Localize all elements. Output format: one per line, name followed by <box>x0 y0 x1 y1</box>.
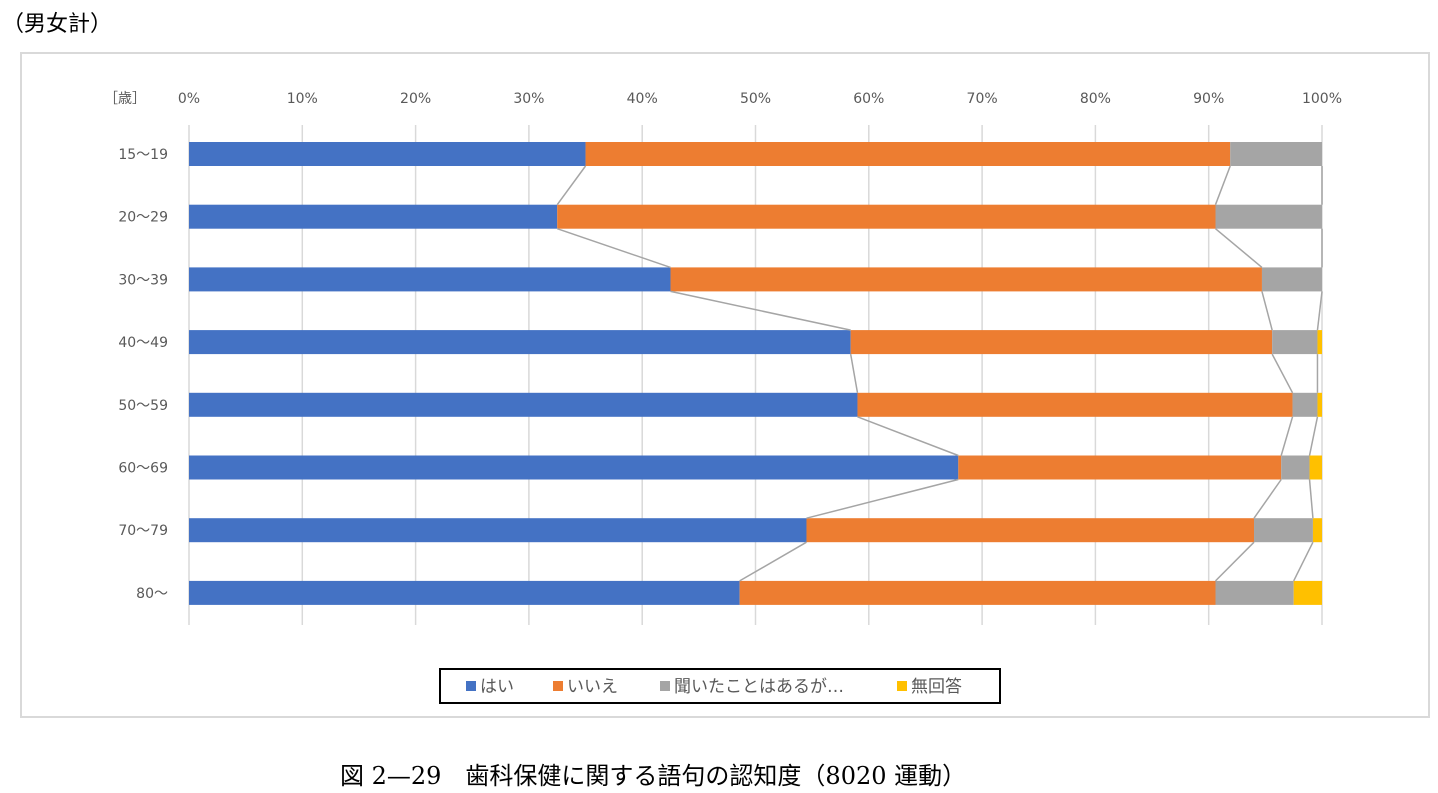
series-line <box>849 353 859 393</box>
x-tick-label: 60% <box>853 91 884 107</box>
bar-segment-1 <box>189 518 807 543</box>
category-label: 80〜 <box>136 586 168 602</box>
bar-segment-2 <box>958 455 1282 480</box>
chart-panel: 0% 10% 20% 30% 40% 50% 60% 70% 80% 90% 100% ［歳］ 15〜1… <box>20 52 1430 718</box>
bar-segment-2 <box>850 330 1273 355</box>
bar-segment-2 <box>670 267 1262 292</box>
legend-swatch <box>660 681 670 691</box>
category-label: 20〜29 <box>118 210 168 226</box>
bar-segment-3 <box>1261 267 1322 292</box>
bar-segment-2 <box>857 392 1293 417</box>
x-tick-label: 50% <box>740 91 771 107</box>
unit-label: ［歳］ <box>104 91 146 107</box>
x-tick-label: 0% <box>178 91 200 107</box>
bar-segment-1 <box>189 267 671 292</box>
bar-segment-2 <box>585 142 1231 166</box>
legend-swatch <box>466 681 476 691</box>
series-line <box>1261 291 1273 331</box>
bar-segment-2 <box>557 204 1216 229</box>
bar-segment-3 <box>1272 330 1318 355</box>
bar-segment-3 <box>1281 455 1310 480</box>
series-line <box>1316 291 1323 331</box>
legend-label: 無回答 <box>911 677 962 697</box>
x-tick-label: 70% <box>967 91 998 107</box>
series-line <box>1214 541 1255 582</box>
x-tick-label: 90% <box>1193 91 1224 107</box>
bar-segment-1 <box>189 580 740 605</box>
x-tick-label: 40% <box>627 91 658 107</box>
category-label: 70〜79 <box>118 523 168 539</box>
series-line <box>1253 479 1282 519</box>
category-label: 50〜59 <box>118 398 168 414</box>
series-line <box>1280 416 1294 456</box>
x-tick-label: 10% <box>287 91 318 107</box>
legend-label: 聞いたことはあるが… <box>674 677 844 697</box>
series-line <box>1271 353 1294 394</box>
legend-swatch <box>897 681 907 691</box>
x-tick-label: 80% <box>1080 91 1111 107</box>
bar-segment-4 <box>1309 455 1322 480</box>
bar-segment-2 <box>739 580 1216 605</box>
figure-caption: 図 2—29 歯科保健に関する語句の認知度（8020 運動） <box>340 762 967 790</box>
stacked-bar-chart: 0% 10% 20% 30% 40% 50% 60% 70% 80% 90% 100% ［歳］ 15〜1… <box>104 91 1342 704</box>
bar-segment-3 <box>1230 142 1322 166</box>
bar-segment-1 <box>189 204 558 229</box>
category-label: 30〜39 <box>118 272 168 288</box>
series-line <box>1215 228 1263 268</box>
bar-segment-3 <box>1215 204 1322 229</box>
category-label: 40〜49 <box>118 335 168 351</box>
series-line <box>857 416 959 457</box>
series-line <box>739 541 807 582</box>
bar-segment-1 <box>189 392 858 417</box>
series-line <box>1308 479 1314 519</box>
bar-segment-4 <box>1317 330 1322 355</box>
bar-segment-4 <box>1317 392 1322 417</box>
series-line <box>1214 165 1231 205</box>
x-tick-label: 20% <box>400 91 431 107</box>
bar-segment-3 <box>1254 518 1313 543</box>
series-line <box>806 478 959 519</box>
bar-segment-4 <box>1293 580 1322 605</box>
x-tick-label: 100% <box>1302 91 1342 107</box>
bar-segment-4 <box>1312 518 1322 543</box>
category-label: 60〜69 <box>118 461 168 477</box>
series-line <box>556 165 587 206</box>
category-label: 15〜19 <box>118 147 168 163</box>
bar-segment-1 <box>189 330 851 355</box>
x-tick-label: 30% <box>513 91 544 107</box>
bar-segment-2 <box>806 518 1255 543</box>
bar-segment-3 <box>1215 580 1294 605</box>
series-line <box>1308 416 1319 456</box>
legend-label: はい <box>480 677 514 697</box>
subset-note: （男女計） <box>2 12 113 37</box>
bar-segment-1 <box>189 455 959 480</box>
bar-segment-3 <box>1292 392 1318 417</box>
series-line <box>1293 541 1314 582</box>
legend-swatch <box>553 681 563 691</box>
legend-label: いいえ <box>567 677 618 697</box>
bar-segment-1 <box>189 142 586 166</box>
series-line <box>670 290 851 331</box>
series-line <box>556 227 671 269</box>
